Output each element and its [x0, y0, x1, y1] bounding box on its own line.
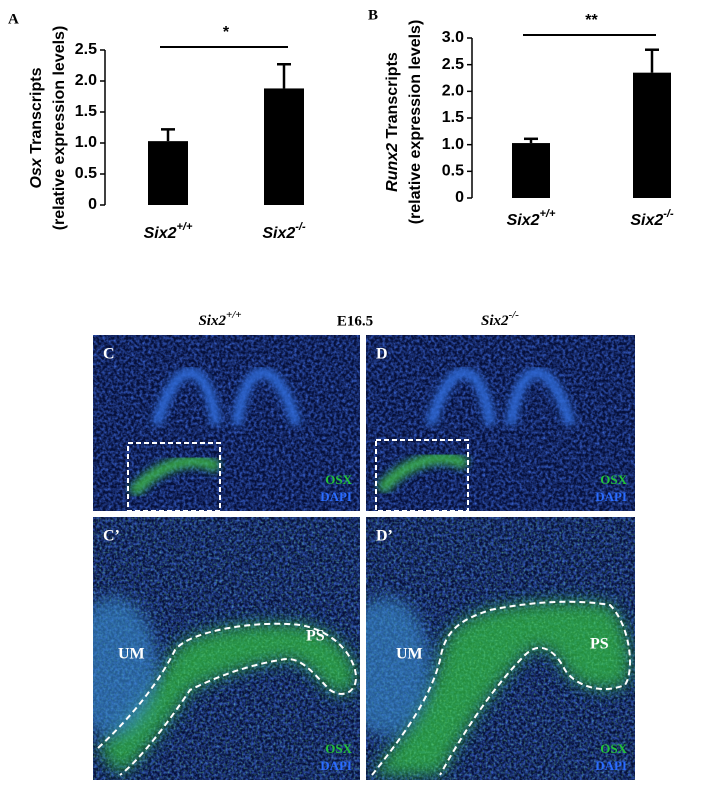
y-tick-label: 1.0 — [442, 136, 464, 153]
micrograph-image — [366, 335, 635, 511]
y-tick-label: 1.5 — [75, 103, 97, 120]
bar — [264, 88, 304, 205]
micrograph: UM PS C’ OSX DAPI — [93, 517, 360, 780]
panel-label: D — [376, 346, 388, 363]
genotype-header: Six2-/- — [481, 309, 519, 330]
panel-label: C — [103, 346, 115, 363]
y-tick-label: 0 — [88, 196, 97, 213]
stain-label: DAPI — [595, 489, 627, 504]
y-axis-label: (relative expression levels) — [407, 20, 424, 225]
region-outline — [97, 622, 357, 776]
y-tick-label: 1.5 — [442, 109, 464, 126]
bar-chart: A Osx Transcripts (relative expression lev… — [8, 11, 306, 242]
x-tick-label: Six2-/- — [262, 221, 306, 242]
y-tick-label: 1.0 — [75, 134, 97, 151]
bar-chart: B Runx2 Transcripts (relative expression l… — [368, 7, 674, 229]
micrograph: C OSX DAPI — [93, 335, 360, 512]
micrograph: UM PS D’ OSX DAPI — [366, 517, 635, 780]
micrographs: Six2+/+ E16.5 Six2-/- C OSX DAPI D OSX DAPI UM PS C… — [93, 309, 635, 780]
stain-label: OSX — [325, 472, 352, 487]
micrograph-image — [366, 517, 635, 780]
micrograph: D OSX DAPI — [366, 335, 635, 512]
charts: A Osx Transcripts (relative expression lev… — [8, 7, 674, 242]
zoom-box — [375, 439, 469, 512]
stage-header: E16.5 — [337, 313, 373, 329]
y-tick-label: 3.0 — [442, 29, 464, 46]
bar — [633, 72, 671, 198]
stain-label: DAPI — [320, 489, 352, 504]
dapi-texture — [366, 335, 635, 511]
region-outline — [371, 600, 631, 776]
um-structure — [93, 597, 158, 737]
region-label: PS — [306, 628, 325, 645]
stain-label: DAPI — [320, 758, 352, 773]
stain-label: OSX — [325, 741, 352, 756]
y-axis-label: (relative expression levels) — [51, 26, 68, 231]
region-label: PS — [590, 636, 609, 653]
x-tick-label: Six2-/- — [630, 208, 674, 229]
significance-label: * — [223, 24, 230, 41]
panel-label: C’ — [103, 528, 120, 545]
y-tick-label: 2.5 — [75, 41, 97, 58]
nasal-structure — [151, 367, 302, 427]
y-axis-label: Runx2 Transcripts — [384, 52, 401, 192]
x-tick-label: Six2+/+ — [144, 221, 193, 242]
significance-label: ** — [585, 12, 598, 29]
stain-label: OSX — [600, 741, 627, 756]
panel-label: A — [8, 11, 19, 27]
y-tick-label: 2.0 — [75, 72, 97, 89]
um-structure — [366, 597, 431, 737]
region-label: UM — [396, 646, 423, 663]
micrograph-image — [93, 335, 360, 511]
nasal-structure — [425, 367, 576, 427]
bar — [512, 143, 550, 198]
y-tick-label: 0.5 — [75, 165, 97, 182]
y-tick-label: 0 — [455, 189, 464, 206]
genotype-header: Six2+/+ — [198, 309, 241, 330]
panel-label: D’ — [376, 528, 393, 545]
y-axis-label: Osx Transcripts — [28, 67, 45, 188]
stain-label: OSX — [600, 472, 627, 487]
bar — [148, 141, 188, 205]
y-tick-label: 2.5 — [442, 56, 464, 73]
y-tick-label: 2.0 — [442, 83, 464, 100]
y-tick-label: 0.5 — [442, 163, 464, 180]
x-tick-label: Six2+/+ — [507, 208, 556, 229]
region-label: UM — [118, 646, 145, 663]
osx-signal — [376, 452, 470, 495]
micrograph-image — [93, 517, 360, 780]
stain-label: DAPI — [595, 758, 627, 773]
osx-signal — [128, 455, 222, 498]
panel-label: B — [368, 7, 378, 23]
